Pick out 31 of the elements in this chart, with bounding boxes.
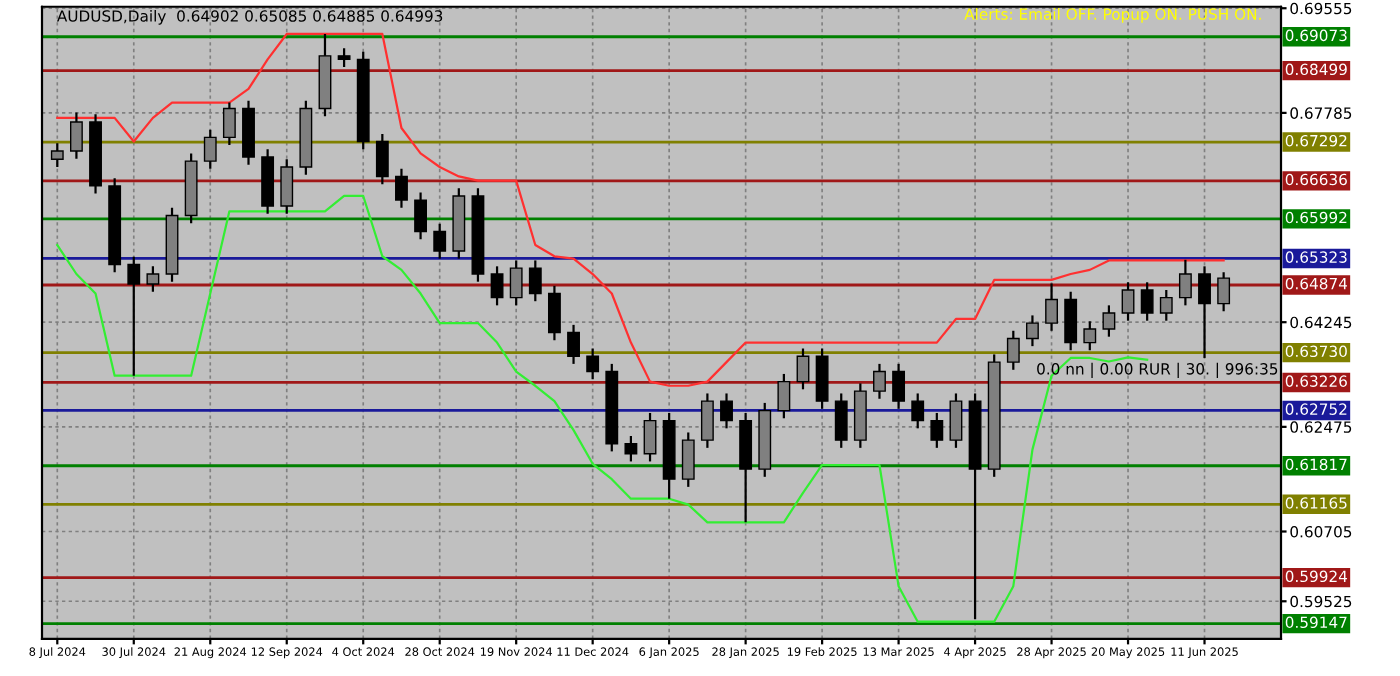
candlestick — [720, 392, 733, 430]
candlestick — [375, 132, 389, 186]
candlestick — [1159, 288, 1173, 322]
candlestick — [1064, 290, 1078, 352]
candlestick — [433, 222, 447, 260]
candlestick — [567, 323, 580, 365]
candlestick — [1178, 258, 1192, 307]
line-series — [56, 32, 1225, 387]
candlestick — [1198, 265, 1211, 360]
candlestick — [1140, 281, 1154, 322]
candlestick — [1217, 271, 1231, 313]
candlestick — [1006, 329, 1020, 371]
candlestick — [337, 47, 351, 69]
candlestick — [127, 255, 141, 377]
candlestick — [873, 362, 886, 400]
candlestick — [414, 191, 428, 241]
candlestick — [395, 167, 408, 209]
candlestick — [911, 392, 925, 430]
candlestick — [930, 411, 944, 449]
candlestick — [834, 392, 848, 449]
candlestick — [547, 284, 561, 342]
candlestick — [624, 434, 638, 463]
candlestick — [796, 347, 810, 391]
candlestick — [490, 265, 504, 307]
candlestick — [586, 347, 600, 381]
candlestick — [681, 431, 695, 488]
candlestick — [815, 347, 829, 410]
candlestick — [528, 259, 542, 303]
candlestick — [777, 372, 791, 420]
candlestick — [892, 362, 906, 410]
candlestick — [146, 265, 160, 293]
